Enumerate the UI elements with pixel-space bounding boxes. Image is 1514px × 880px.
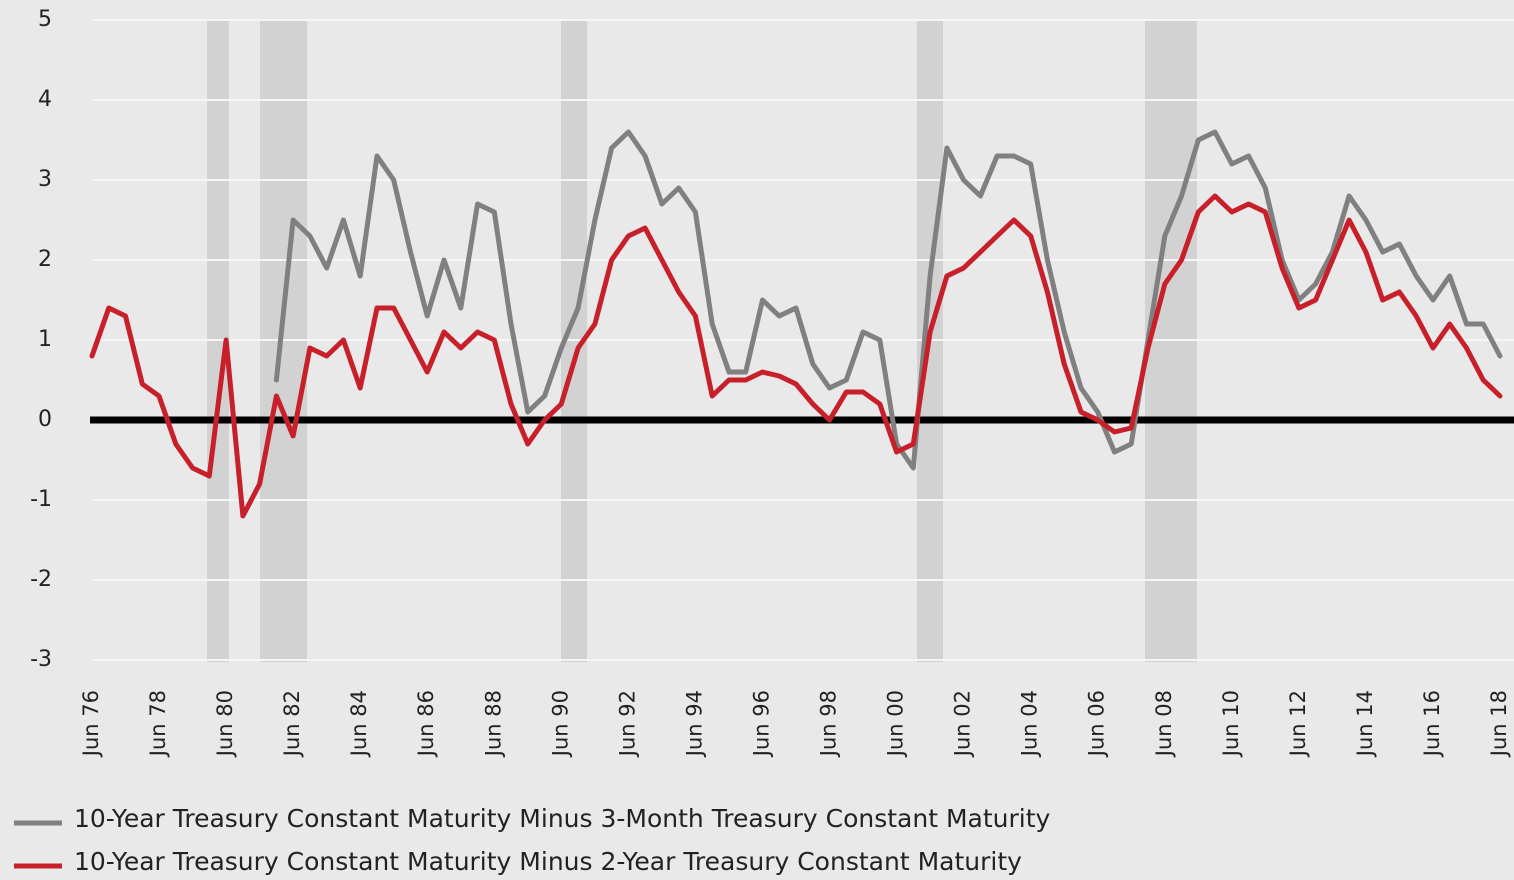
x-tick-label: Jun 84: [347, 690, 371, 758]
x-tick-label: Jun 04: [1018, 690, 1042, 758]
y-tick-label: 0: [38, 407, 52, 432]
x-tick-label: Jun 10: [1219, 690, 1243, 758]
x-tick-label: Jun 82: [280, 690, 304, 758]
x-tick-label: Jun 88: [481, 690, 505, 758]
x-tick-label: Jun 98: [817, 690, 841, 758]
x-tick-label: Jun 00: [884, 690, 908, 758]
x-tick-label: Jun 08: [1152, 690, 1176, 758]
series-line: [89, 193, 1503, 519]
x-tick-label: Jun 92: [615, 690, 639, 758]
x-tick-label: Jun 86: [414, 690, 438, 758]
x-tick-label: Jun 02: [951, 690, 975, 758]
x-tick-label: Jun 80: [213, 690, 237, 758]
x-tick-label: Jun 14: [1353, 690, 1377, 758]
x-tick-label: Jun 16: [1420, 690, 1444, 758]
x-tick-label: Jun 18: [1487, 690, 1511, 758]
y-tick-label: -3: [30, 647, 52, 672]
y-tick-label: 4: [38, 87, 52, 112]
legend-label: 10-Year Treasury Constant Maturity Minus…: [74, 804, 1051, 833]
x-tick-label: Jun 12: [1286, 690, 1310, 758]
y-tick-label: 1: [38, 327, 52, 352]
x-tick-label: Jun 90: [548, 690, 572, 758]
x-tick-label: Jun 94: [682, 690, 706, 758]
x-tick-label: Jun 76: [79, 690, 103, 758]
x-tick-label: Jun 96: [749, 690, 773, 758]
y-tick-label: -2: [30, 567, 52, 592]
y-tick-label: 5: [38, 7, 52, 32]
y-tick-label: 2: [38, 247, 52, 272]
series-line: [273, 129, 1503, 471]
x-tick-label: Jun 06: [1085, 690, 1109, 758]
y-tick-label: -1: [30, 487, 52, 512]
y-tick-label: 3: [38, 167, 52, 192]
x-tick-label: Jun 78: [146, 690, 170, 758]
legend-label: 10-Year Treasury Constant Maturity Minus…: [74, 847, 1022, 876]
